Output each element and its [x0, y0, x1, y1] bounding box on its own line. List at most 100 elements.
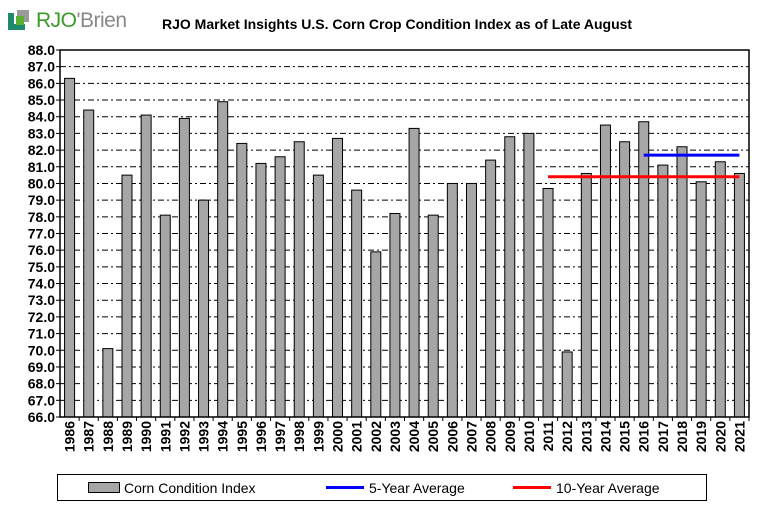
legend-label: 10-Year Average: [556, 479, 660, 496]
bar-2013: [580, 172, 592, 418]
legend-item-10yr: 10-Year Average: [513, 480, 660, 496]
bar-2011: [542, 187, 554, 418]
logo-text: RJO'Brien: [36, 9, 127, 32]
y-tick-label: 70.0: [28, 342, 55, 358]
bar-1986: [64, 77, 76, 418]
y-tick-label: 75.0: [28, 259, 55, 275]
x-tick-label: 1989: [119, 421, 135, 452]
bar-2017: [657, 164, 669, 418]
legend-item-corn: Corn Condition Index: [88, 480, 256, 496]
legend-label: 5-Year Average: [369, 479, 465, 496]
y-tick-label: 81.0: [28, 159, 55, 175]
x-tick-label: 2004: [406, 421, 422, 452]
x-tick-label: 1992: [176, 421, 192, 452]
x-tick-label: 1995: [234, 421, 250, 452]
x-tick-label: 2005: [425, 421, 441, 452]
bar-2012: [561, 351, 573, 418]
bar-2016: [638, 121, 650, 418]
legend-label: Corn Condition Index: [124, 479, 256, 496]
y-tick-label: 87.0: [28, 59, 55, 75]
plot-area-border: [59, 49, 750, 418]
x-tick-label: 1993: [196, 421, 212, 452]
x-tick-label: 1998: [291, 421, 307, 452]
bar-2007: [465, 182, 477, 418]
bar-1997: [274, 156, 286, 418]
rjo-brien-logo: RJO'Brien: [8, 9, 127, 33]
y-tick-label: 72.0: [28, 309, 55, 325]
x-tick-label: 2017: [655, 421, 671, 452]
x-tick-label: 1987: [81, 421, 97, 452]
bar-1992: [178, 117, 190, 418]
y-tick-label: 79.0: [28, 192, 55, 208]
x-tick-label: 2014: [597, 421, 613, 452]
y-tick-label: 88.0: [28, 42, 55, 58]
x-tick-label: 2019: [693, 421, 709, 452]
bar-2000: [332, 137, 344, 418]
bar-2006: [446, 182, 458, 418]
x-tick-label: 2001: [349, 421, 365, 452]
y-tick-label: 82.0: [28, 142, 55, 158]
legend: Corn Condition Index 5-Year Average 10-Y…: [57, 474, 707, 501]
y-tick-label: 85.0: [28, 92, 55, 108]
x-tick-label: 2013: [578, 421, 594, 452]
x-tick-label: 2020: [712, 421, 728, 452]
bar-2015: [619, 141, 631, 418]
y-tick-label: 84.0: [28, 109, 55, 125]
legend-swatch-bar: [88, 482, 120, 493]
bar-2010: [523, 132, 535, 418]
bar-2020: [714, 161, 726, 418]
x-tick-label: 2011: [540, 421, 556, 452]
bar-1990: [140, 114, 152, 418]
bar-1991: [159, 214, 171, 418]
x-tick-label: 2018: [674, 421, 690, 452]
bar-2003: [389, 212, 401, 418]
x-tick-label: 2002: [368, 421, 384, 452]
y-tick-label: 83.0: [28, 125, 55, 141]
x-tick-label: 2010: [521, 421, 537, 452]
x-tick-label: 2009: [502, 421, 518, 452]
y-tick-label: 74.0: [28, 276, 55, 292]
logo-mark-icon: [8, 10, 29, 30]
bar-1996: [255, 162, 267, 418]
y-tick-label: 86.0: [28, 75, 55, 91]
bar-2002: [370, 251, 382, 418]
x-tick-label: 2000: [330, 421, 346, 452]
bar-1989: [121, 174, 133, 418]
y-tick-label: 78.0: [28, 209, 55, 225]
legend-item-5yr: 5-Year Average: [326, 480, 465, 496]
x-tick-label: 2016: [636, 421, 652, 452]
x-tick-label: 1994: [215, 421, 231, 452]
bar-2018: [676, 146, 688, 418]
y-tick-label: 68.0: [28, 376, 55, 392]
bar-1994: [217, 101, 229, 418]
x-tick-label: 2003: [387, 421, 403, 452]
x-tick-label: 2008: [483, 421, 499, 452]
y-tick-label: 69.0: [28, 359, 55, 375]
bar-1998: [293, 141, 305, 418]
chart-title: RJO Market Insights U.S. Corn Crop Condi…: [162, 16, 633, 32]
bar-2019: [695, 181, 707, 418]
bar-2014: [599, 124, 611, 418]
legend-swatch-line: [326, 486, 364, 489]
y-tick-label: 73.0: [28, 292, 55, 308]
x-tick-label: 1986: [62, 421, 78, 452]
x-tick-label: 1988: [100, 421, 116, 452]
y-tick-label: 80.0: [28, 175, 55, 191]
legend-swatch-line: [513, 486, 551, 489]
y-tick-label: 76.0: [28, 242, 55, 258]
bar-1988: [102, 348, 114, 418]
bar-1995: [236, 142, 248, 418]
y-tick-label: 77.0: [28, 226, 55, 242]
x-tick-label: 1999: [310, 421, 326, 452]
x-tick-label: 2012: [559, 421, 575, 452]
x-tick-label: 2021: [731, 421, 747, 452]
bar-2004: [408, 127, 420, 418]
x-tick-label: 1996: [253, 421, 269, 452]
x-tick-label: 2007: [463, 421, 479, 452]
bar-1987: [83, 109, 95, 418]
x-tick-label: 2006: [444, 421, 460, 452]
x-tick-label: 2015: [617, 421, 633, 452]
y-tick-label: 71.0: [28, 326, 55, 342]
x-tick-label: 1990: [138, 421, 154, 452]
